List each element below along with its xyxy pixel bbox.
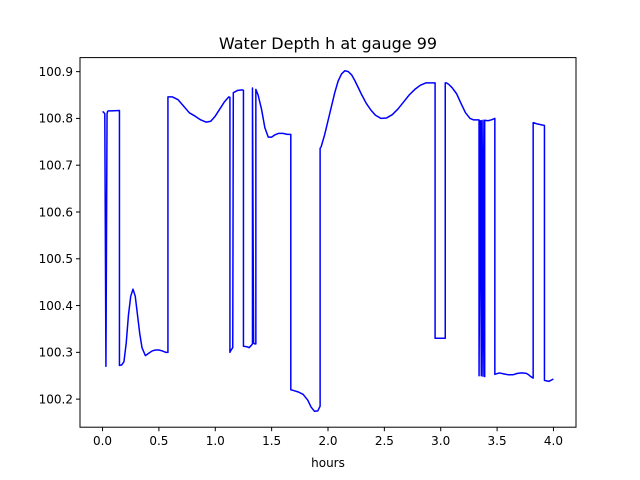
series-layer bbox=[102, 69, 554, 413]
y-tick-label: 100.6 bbox=[39, 205, 73, 219]
y-tick-label: 100.9 bbox=[39, 65, 73, 79]
y-tick-label: 100.3 bbox=[39, 346, 73, 360]
x-tick-label: 1.5 bbox=[262, 434, 281, 448]
x-tick-label: 4.0 bbox=[544, 434, 563, 448]
x-tick-label: 2.0 bbox=[318, 434, 337, 448]
series-line-1 bbox=[102, 69, 554, 413]
y-axis-ticks: 100.2 100.3 100.4 100.5 100.6 100.7 100.8 100.9 bbox=[39, 65, 80, 406]
y-tick-label: 100.5 bbox=[39, 252, 73, 266]
y-tick-label: 100.4 bbox=[39, 299, 73, 313]
chart-title: Water Depth h at gauge 99 bbox=[219, 34, 437, 53]
y-tick-label: 100.2 bbox=[39, 392, 73, 406]
y-tick-label: 100.8 bbox=[39, 112, 73, 126]
x-tick-label: 0.0 bbox=[93, 434, 112, 448]
x-tick-label: 2.5 bbox=[375, 434, 394, 448]
x-tick-label: 3.5 bbox=[488, 434, 507, 448]
y-tick-label: 100.7 bbox=[39, 159, 73, 173]
x-tick-label: 0.5 bbox=[149, 434, 168, 448]
x-tick-label: 3.0 bbox=[431, 434, 450, 448]
x-axis-label: hours bbox=[311, 456, 345, 470]
x-tick-label: 1.0 bbox=[206, 434, 225, 448]
x-axis-ticks: 0.0 0.5 1.0 1.5 2.0 2.5 3.0 3.5 4.0 bbox=[93, 427, 563, 448]
